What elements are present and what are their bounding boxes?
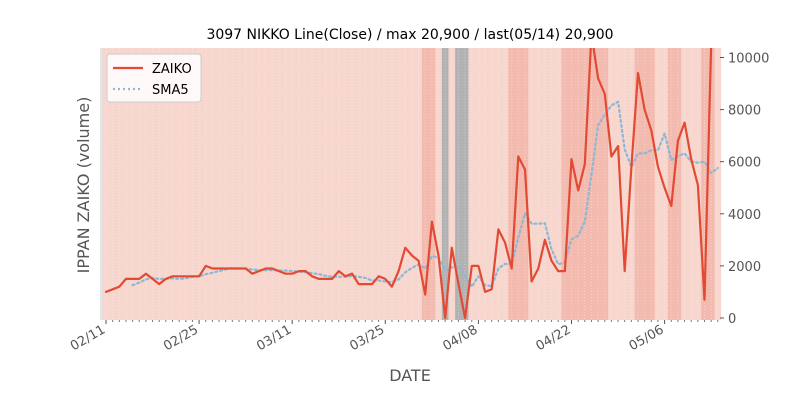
x-tick-label: 02/25 [161,322,201,354]
band-gray [441,48,449,320]
y-tick-label: 0 [728,312,736,327]
x-tick-label: 04/22 [534,322,574,354]
band-dark-pink [634,48,655,320]
series-line-zaiko [104,48,713,320]
x-tick-label: 04/08 [440,322,480,354]
x-tick-label: 05/06 [627,322,667,354]
y-tick-label: 4000 [728,208,761,223]
legend: ZAIKO SMA5 [106,53,202,103]
x-tick-label: 02/11 [68,322,108,354]
y-tick-label: 8000 [728,104,761,119]
x-axis-ticks: 02/11 02/25 03/11 03/25 04/08 04/22 05/06 [68,320,719,354]
series-layer [104,48,719,320]
y-tick-label: 2000 [728,260,761,275]
legend-label-zaiko: ZAIKO [152,62,192,77]
y-axis-ticks: 0 2000 4000 6000 8000 10000 [720,52,769,327]
y-tick-label: 6000 [728,156,761,171]
x-axis-label: DATE [389,366,431,385]
legend-label-sma5: SMA5 [152,83,189,98]
legend-box [106,53,202,103]
band-gray [455,48,469,320]
y-axis-label: IPPAN ZAIKO (volume) [74,97,93,274]
y-tick-label: 10000 [728,52,769,67]
chart-title: 3097 NIKKO Line(Close) / max 20,900 / la… [206,27,613,43]
x-tick-label: 03/11 [254,322,294,354]
background-bands [102,48,722,320]
plot-area [100,48,722,320]
band-dark-pink [421,48,436,320]
x-tick-label: 03/25 [347,322,387,354]
